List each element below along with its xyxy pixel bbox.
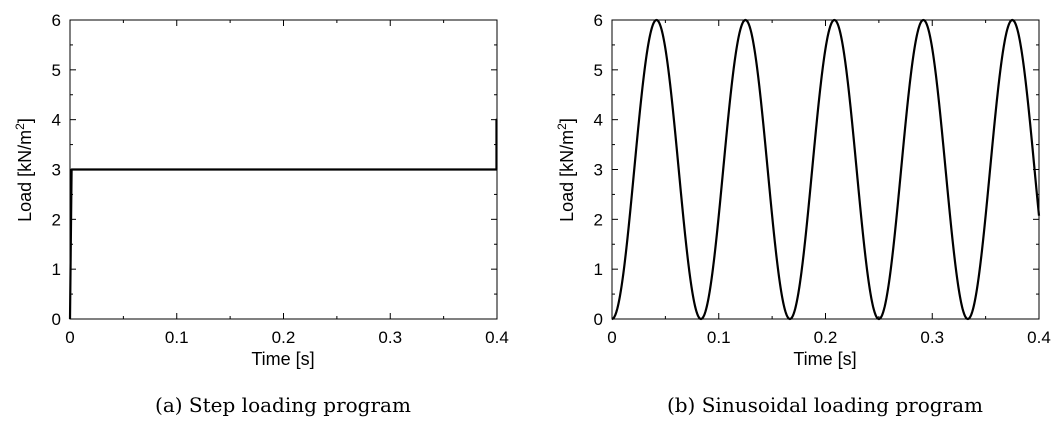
- y-axis-title-main: Load [kN/m: [557, 130, 577, 222]
- x-tick-labels: 0 0.1 0.2 0.3 0.4: [65, 328, 509, 347]
- y-axis-title: Load [kN/m2]: [555, 118, 577, 222]
- x-tick-label: 0.3: [378, 328, 402, 347]
- y-tick-label: 3: [52, 161, 61, 180]
- y-tick-label: 5: [594, 61, 603, 80]
- chart-step-loading: 0 0.1 0.2 0.3 0.4 0 1 2 3 4 5 6 Time [s] Load [kN/…: [13, 11, 509, 417]
- chart-caption: (a) Step loading program: [155, 393, 411, 417]
- y-tick-label: 5: [52, 61, 61, 80]
- x-tick-label: 0.2: [272, 328, 296, 347]
- y-tick-label: 6: [52, 11, 61, 30]
- x-tick-label: 0.4: [1027, 328, 1051, 347]
- x-tick-label: 0.4: [485, 328, 509, 347]
- x-tick-label: 0.2: [814, 328, 838, 347]
- y-tick-label: 3: [594, 161, 603, 180]
- x-tick-label: 0.1: [165, 328, 189, 347]
- y-axis-title-end: ]: [557, 118, 577, 123]
- y-tick-label: 1: [52, 260, 61, 279]
- y-tick-label: 4: [594, 111, 603, 130]
- x-tick-label: 0: [65, 328, 74, 347]
- y-tick-label: 1: [594, 260, 603, 279]
- chart-sinusoidal-loading: 0 0.1 0.2 0.3 0.4 0 1 2 3 4 5 6 Time [s] Load [kN/…: [555, 11, 1051, 417]
- y-tick-label: 0: [52, 310, 61, 329]
- y-tick-label: 2: [52, 210, 61, 229]
- y-axis-title-superscript: 2: [13, 123, 27, 130]
- y-axis-title-main: Load [kN/m: [15, 130, 35, 222]
- y-tick-labels: 0 1 2 3 4 5 6: [594, 11, 603, 329]
- y-tick-label: 0: [594, 310, 603, 329]
- chart-caption: (b) Sinusoidal loading program: [667, 393, 983, 417]
- plot-frame: [611, 19, 1040, 320]
- series-line: [611, 18, 1041, 321]
- series-line: [68, 118, 498, 320]
- y-axis-title-superscript: 2: [555, 123, 569, 130]
- x-tick-label: 0.3: [920, 328, 944, 347]
- x-axis-title: Time [s]: [793, 349, 856, 369]
- y-tick-label: 6: [594, 11, 603, 30]
- y-axis-title-end: ]: [15, 118, 35, 123]
- y-tick-label: 2: [594, 210, 603, 229]
- y-tick-label: 4: [52, 111, 61, 130]
- x-tick-label: 0.1: [707, 328, 731, 347]
- tick-marks: [611, 19, 1040, 320]
- tick-marks: [69, 19, 498, 320]
- y-tick-labels: 0 1 2 3 4 5 6: [52, 11, 61, 329]
- x-tick-label: 0: [607, 328, 616, 347]
- y-axis-title: Load [kN/m2]: [13, 118, 35, 222]
- x-axis-title: Time [s]: [251, 349, 314, 369]
- x-tick-labels: 0 0.1 0.2 0.3 0.4: [607, 328, 1051, 347]
